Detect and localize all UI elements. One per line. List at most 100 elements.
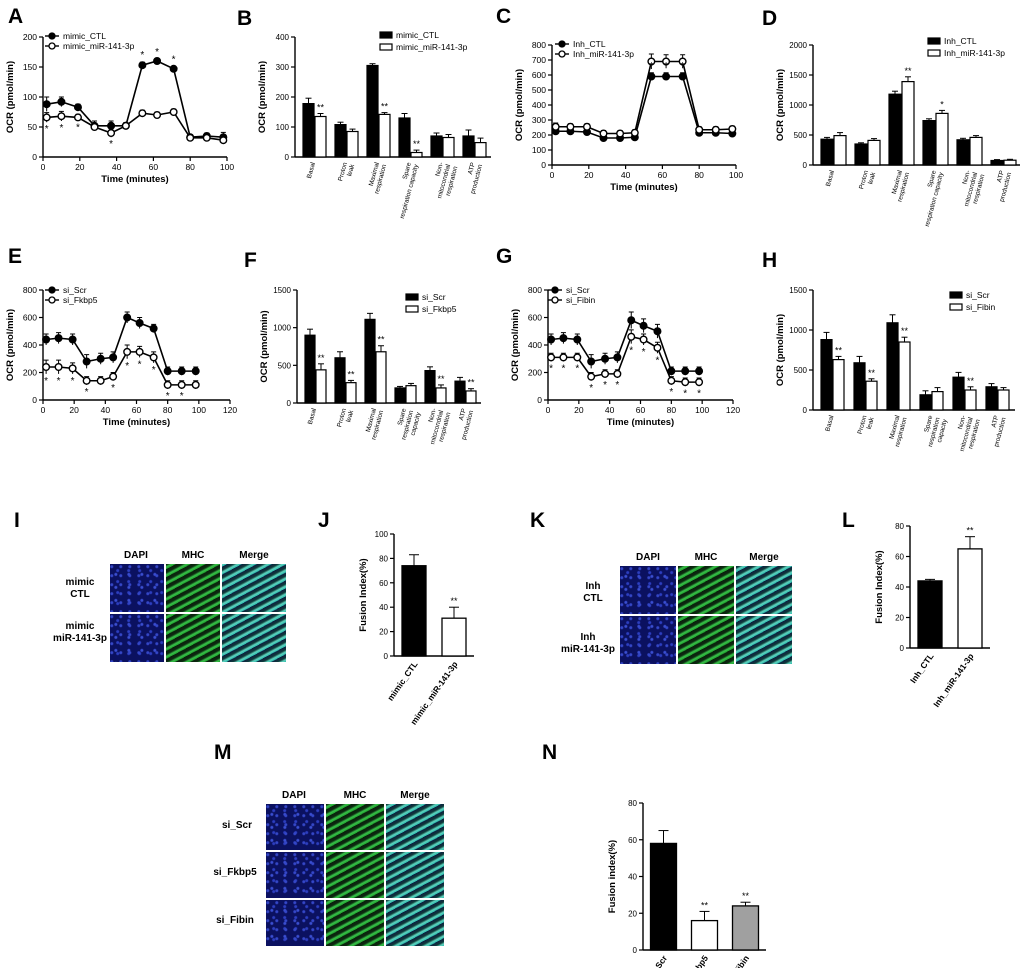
data-point xyxy=(109,372,118,381)
mhc-image xyxy=(166,564,220,612)
category-label-line: Basal xyxy=(306,161,317,179)
x-tick-label: 60 xyxy=(149,162,159,172)
data-point xyxy=(695,378,704,387)
bar-si_Scr xyxy=(454,380,466,404)
series-line xyxy=(551,335,700,383)
row-label-line: miR-141-3p xyxy=(53,633,107,644)
significance-mark: ** xyxy=(317,353,325,363)
y-tick-label: 700 xyxy=(532,55,546,65)
column-label-merge: Merge xyxy=(400,790,430,801)
y-tick-label: 0 xyxy=(287,399,292,408)
row-label-si-fkbp5: si_Fkbp5 xyxy=(213,867,257,878)
category-label: Non-mitocondrialrespiration xyxy=(429,161,459,201)
significance-mark: * xyxy=(589,383,593,394)
legend: si_Scr si_Fibin xyxy=(949,290,996,312)
row-label-line: CTL xyxy=(583,593,603,604)
y-tick-label: 1500 xyxy=(789,71,807,80)
y-tick-label: 800 xyxy=(23,285,37,295)
significance-mark: * xyxy=(45,124,49,135)
x-tick-label: 120 xyxy=(223,405,237,415)
significance-mark: ** xyxy=(901,326,909,336)
data-point xyxy=(613,353,622,362)
category-label: Sparerespirationcapacity xyxy=(920,414,949,450)
data-point xyxy=(123,313,132,322)
row-label-si-scr: si_Scr xyxy=(221,820,253,831)
bar-si_Fibin xyxy=(865,380,878,411)
column-label-mhc: MHC xyxy=(181,550,205,561)
data-point xyxy=(695,125,704,134)
y-tick-label: 600 xyxy=(528,313,542,323)
significance-mark: ** xyxy=(835,345,843,355)
category-label-line: Proton xyxy=(337,161,349,182)
legend-marker xyxy=(551,296,559,304)
category-label-line: Spare xyxy=(402,161,413,180)
bar-mimic_miR-141-3p xyxy=(410,151,423,158)
data-point xyxy=(138,61,147,70)
legend-label: si_Fkbp5 xyxy=(422,304,457,314)
x-tick-label: 20 xyxy=(574,405,584,415)
significance-mark: ** xyxy=(467,378,475,388)
series-line xyxy=(46,351,196,386)
y-tick-label: 300 xyxy=(532,115,546,125)
x-tick-label: 0 xyxy=(550,170,555,180)
bar-si_Scr xyxy=(952,376,965,411)
column-label-dapi: DAPI xyxy=(282,790,306,801)
data-point xyxy=(90,122,99,131)
category-label-line: Non- xyxy=(435,162,445,177)
data-point xyxy=(728,124,737,133)
legend-label: si_Scr xyxy=(966,290,990,300)
bar-chart-f: 0 500 1000 1500 OCR (pmol/min) Basal Protonlea… xyxy=(259,286,481,445)
x-tick-label: 0 xyxy=(41,162,46,172)
panel-letter-i: I xyxy=(14,509,20,532)
legend-swatch xyxy=(379,31,393,39)
bar-Inh_miR-141-3p xyxy=(833,135,847,166)
bar-si_Fkbp5 xyxy=(465,390,477,404)
dapi-image xyxy=(266,900,324,946)
data-point xyxy=(54,334,63,343)
column-label-merge: Merge xyxy=(749,552,779,563)
panel-letter-l: L xyxy=(842,509,855,532)
y-tick-label: 100 xyxy=(375,530,389,539)
bar-si_Fkbp5 xyxy=(405,385,417,404)
data-point xyxy=(96,354,105,363)
bar-Inh_miR-141-3p xyxy=(867,139,881,166)
data-point xyxy=(73,103,82,112)
y-tick-label: 0 xyxy=(384,652,389,661)
row-label-mimic-ctl: mimic CTL xyxy=(50,577,110,601)
bar-Inh_CTL xyxy=(922,119,936,166)
bar-mimic_CTL xyxy=(334,123,347,158)
data-point xyxy=(582,122,591,131)
y-tick-label: 40 xyxy=(379,603,388,612)
data-point xyxy=(662,72,671,81)
y-tick-label: 150 xyxy=(23,62,37,72)
column-label-mhc: MHC xyxy=(694,552,718,563)
category-label: Non-mitocondrialrespiration xyxy=(956,169,986,209)
category-label: Inh_CTL xyxy=(908,651,936,685)
legend-marker xyxy=(48,286,56,294)
y-tick-label: 2000 xyxy=(789,41,807,50)
bar-Inh_CTL xyxy=(990,159,1004,166)
significance-mark: ** xyxy=(437,374,445,384)
category-label-line: Proton xyxy=(336,407,348,428)
panel-letter-a: A xyxy=(8,5,24,28)
category-label: si_Scr xyxy=(646,953,669,968)
y-tick-label: 800 xyxy=(532,40,546,50)
legend-label: si_Fibin xyxy=(966,302,996,312)
y-tick-label: 500 xyxy=(794,366,808,375)
y-tick-label: 80 xyxy=(379,554,388,563)
row-label-inh-mir: Inh miR-141-3p xyxy=(556,632,620,656)
category-label-line: Basal xyxy=(824,414,835,432)
legend: mimic_CTL mimic_miR-141-3p xyxy=(379,30,468,52)
data-point xyxy=(42,113,51,122)
category-label: Maximalrespiration xyxy=(889,169,911,203)
data-point xyxy=(149,324,158,333)
legend-label: Inh_miR-141-3p xyxy=(944,48,1005,58)
x-tick-label: 80 xyxy=(694,170,704,180)
bar-si_Scr xyxy=(334,357,346,404)
bar-si_Scr xyxy=(394,387,406,404)
data-point xyxy=(109,353,118,362)
bar-mimic_miR-141-3p xyxy=(442,136,455,158)
mhc-image xyxy=(326,804,384,850)
merge-image xyxy=(386,804,444,850)
